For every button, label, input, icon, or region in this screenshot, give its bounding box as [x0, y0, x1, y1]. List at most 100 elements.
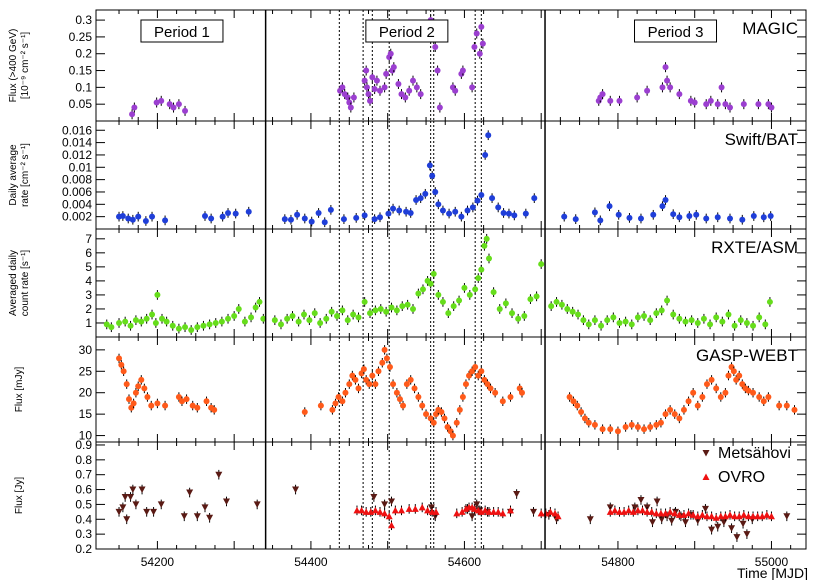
- data-point-magic-0-33: [406, 87, 413, 94]
- data-point-rxte-asm-0-98: [634, 314, 641, 321]
- data-point-rxte-asm-0-105: [676, 315, 683, 322]
- data-point-rxte-asm-0-82: [538, 261, 545, 268]
- data-point-gasp-webt-0-87: [591, 421, 598, 428]
- data-point-rxte-asm-0-9: [152, 319, 159, 326]
- data-point-swift-bat-0-17: [301, 215, 308, 222]
- data-point-radio-0-42: [658, 516, 666, 523]
- data-point-magic-0-55: [607, 97, 614, 104]
- y-tick-label-radio-7: 0.9: [75, 438, 92, 452]
- data-point-radio-1-42: [634, 506, 642, 514]
- data-point-radio-0-52: [714, 523, 722, 531]
- data-point-swift-bat-0-41: [452, 208, 459, 215]
- data-point-gasp-webt-0-91: [622, 424, 629, 430]
- data-point-rxte-asm-0-17: [194, 324, 201, 331]
- data-point-rxte-asm-0-65: [456, 297, 463, 304]
- data-point-gasp-webt-0-29: [342, 389, 349, 396]
- data-point-gasp-webt-0-25: [329, 406, 336, 413]
- data-point-rxte-asm-0-72: [483, 235, 490, 242]
- y-tick-label-gasp-webt-1: 15: [79, 407, 93, 421]
- data-point-rxte-asm-0-31: [277, 321, 284, 328]
- data-point-gasp-webt-0-33: [355, 385, 362, 392]
- instrument-label-swift-bat: Swift/BAT: [725, 130, 798, 149]
- data-point-swift-bat-0-53: [511, 212, 518, 219]
- data-point-rxte-asm-0-93: [604, 317, 611, 324]
- y-axis-label-gasp-webt-0: Flux [mJy]: [14, 367, 25, 413]
- data-point-gasp-webt-0-98: [662, 411, 669, 418]
- data-point-swift-bat-0-77: [767, 213, 774, 220]
- data-point-magic-0-63: [676, 91, 683, 98]
- data-point-magic-0-16: [363, 67, 370, 74]
- y-tick-label-swift-bat-2: 0.006: [62, 185, 92, 199]
- data-point-gasp-webt-0-45: [390, 381, 397, 388]
- data-point-magic-0-73: [755, 101, 762, 108]
- data-point-rxte-asm-0-34: [295, 318, 302, 325]
- data-point-swift-bat-0-16: [294, 211, 301, 218]
- data-point-gasp-webt-0-55: [427, 415, 434, 422]
- data-point-rxte-asm-0-57: [419, 286, 426, 293]
- data-point-rxte-asm-0-63: [445, 310, 452, 317]
- data-point-rxte-asm-0-104: [670, 311, 677, 318]
- data-point-rxte-asm-0-0: [103, 321, 110, 328]
- data-point-gasp-webt-0-63: [449, 432, 456, 439]
- data-point-radio-0-13: [193, 513, 201, 520]
- data-point-gasp-webt-0-106: [699, 394, 706, 400]
- data-point-gasp-webt-0-6: [130, 400, 137, 407]
- data-point-swift-bat-0-43: [464, 207, 471, 214]
- legend-marker-1: [702, 473, 710, 480]
- data-point-rxte-asm-0-33: [289, 312, 296, 319]
- data-point-gasp-webt-0-102: [680, 406, 687, 413]
- period-box-0: [140, 19, 224, 43]
- instrument-label-magic: MAGIC: [742, 19, 798, 38]
- data-point-magic-0-19: [367, 97, 374, 104]
- data-point-swift-bat-0-12: [232, 210, 239, 217]
- data-point-swift-bat-0-28: [390, 205, 397, 212]
- data-point-radio-1-70: [763, 511, 771, 518]
- data-point-gasp-webt-0-120: [750, 389, 757, 396]
- data-point-magic-0-6: [175, 101, 182, 108]
- data-point-swift-bat-0-29: [396, 207, 403, 214]
- data-point-radio-0-31: [513, 491, 521, 498]
- y-axis-label-swift-bat-1: rate [cm⁻² s⁻¹]: [20, 143, 31, 207]
- data-point-radio-0-47: [681, 519, 689, 526]
- y-tick-label-swift-bat-6: 0.014: [62, 136, 92, 150]
- data-point-magic-0-36: [417, 91, 424, 98]
- x-tick-label-4: 55000: [755, 555, 789, 569]
- data-point-swift-bat-0-19: [315, 209, 322, 216]
- data-point-gasp-webt-0-54: [423, 411, 430, 418]
- y-tick-label-magic-2: 0.15: [69, 64, 93, 78]
- data-point-radio-0-17: [222, 498, 230, 505]
- data-point-gasp-webt-0-117: [739, 381, 746, 388]
- data-point-gasp-webt-0-40: [375, 368, 382, 375]
- data-point-radio-1-45: [648, 508, 656, 515]
- data-point-gasp-webt-0-83: [574, 402, 581, 409]
- data-point-rxte-asm-0-67: [466, 291, 473, 298]
- data-point-rxte-asm-0-92: [598, 322, 605, 329]
- data-point-gasp-webt-0-70: [472, 364, 479, 370]
- data-point-rxte-asm-0-29: [260, 315, 267, 322]
- data-point-radio-1-51: [675, 511, 683, 518]
- data-point-rxte-asm-0-54: [404, 301, 411, 308]
- data-point-gasp-webt-0-99: [667, 406, 674, 413]
- y-tick-label-gasp-webt-2: 20: [79, 386, 93, 400]
- data-point-magic-0-17: [363, 84, 370, 91]
- data-point-rxte-asm-0-68: [472, 286, 479, 293]
- data-point-gasp-webt-0-39: [372, 381, 379, 388]
- y-tick-label-rxte-asm-6: 7: [85, 232, 92, 246]
- data-point-radio-0-8: [143, 508, 151, 516]
- instrument-label-rxte-asm: RXTE/ASM: [711, 238, 798, 257]
- data-point-swift-bat-0-67: [670, 211, 677, 218]
- data-point-gasp-webt-0-8: [135, 383, 142, 390]
- data-point-gasp-webt-0-3: [123, 381, 130, 388]
- data-point-swift-bat-0-71: [703, 215, 710, 222]
- data-point-rxte-asm-0-60: [430, 270, 437, 277]
- data-point-gasp-webt-0-68: [466, 372, 473, 379]
- y-tick-label-magic-4: 0.25: [69, 30, 93, 44]
- y-tick-label-radio-2: 0.4: [75, 512, 92, 526]
- data-point-gasp-webt-0-78: [507, 394, 514, 400]
- data-point-rxte-asm-0-89: [580, 317, 587, 324]
- data-point-radio-0-26: [468, 513, 476, 520]
- data-point-rxte-asm-0-48: [372, 307, 379, 314]
- data-point-magic-0-68: [714, 101, 721, 108]
- data-point-magic-0-0: [129, 111, 136, 118]
- data-point-rxte-asm-0-52: [393, 307, 400, 314]
